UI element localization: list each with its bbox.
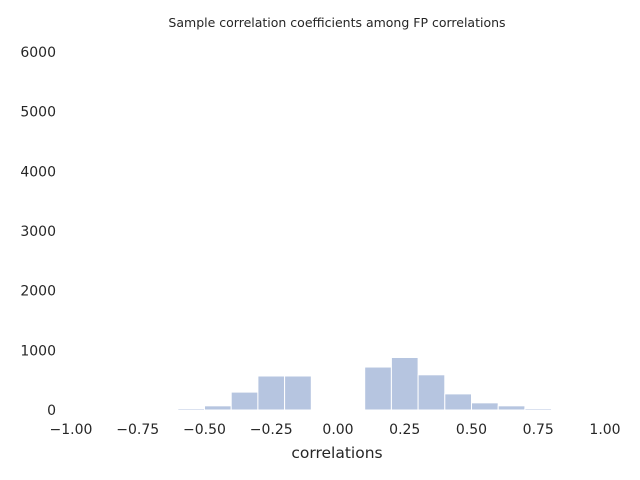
x-tick-label: −0.75 <box>116 422 159 438</box>
y-tick-label: 0 <box>47 403 56 419</box>
histogram-bar <box>444 393 472 411</box>
y-tick-label: 4000 <box>20 164 56 180</box>
x-tick-label: 1.00 <box>589 422 620 438</box>
histogram-bar <box>417 374 446 411</box>
x-axis-ticks: −1.00 −0.75 −0.50 −0.25 0.00 0.25 0.50 0.75 1.00 <box>50 422 621 438</box>
y-tick-label: 5000 <box>20 105 56 121</box>
x-tick-label: −1.00 <box>50 422 93 438</box>
x-tick-label: 0.00 <box>322 422 353 438</box>
histogram-bar <box>497 405 526 411</box>
x-tick-label: −0.50 <box>183 422 226 438</box>
x-axis-label: correlations <box>291 444 382 462</box>
histogram-bar <box>177 408 206 411</box>
x-tick-label: 0.25 <box>389 422 420 438</box>
histogram-bar <box>284 375 312 411</box>
histogram-bar <box>390 356 419 411</box>
y-tick-label: 2000 <box>20 284 56 300</box>
histogram-bar <box>471 402 499 411</box>
histogram-bar <box>551 408 579 411</box>
x-tick-label: 0.50 <box>456 422 487 438</box>
histogram-bar <box>257 375 286 411</box>
y-tick-label: 3000 <box>20 224 56 240</box>
histogram-bar <box>230 391 259 411</box>
histogram-bar <box>364 366 392 411</box>
y-tick-label: 1000 <box>20 343 56 359</box>
histogram-bar <box>204 405 232 411</box>
chart-title: Sample correlation coefficients among FP… <box>168 15 505 30</box>
x-tick-label: −0.25 <box>250 422 293 438</box>
y-axis-ticks: 0 1000 2000 3000 4000 5000 6000 <box>20 45 56 419</box>
histogram-bars <box>177 356 579 411</box>
y-tick-label: 6000 <box>20 45 56 61</box>
histogram-bar <box>524 408 553 411</box>
x-tick-label: 0.75 <box>523 422 554 438</box>
